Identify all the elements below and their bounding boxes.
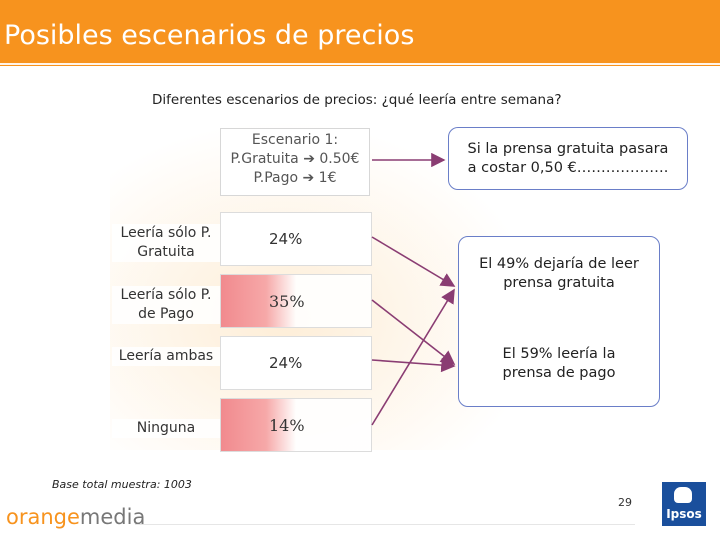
callout-scenario-question: Si la prensa gratuita pasara a costar 0,… (448, 127, 688, 190)
ipsos-logo-icon (674, 487, 692, 503)
value-solo-gratuita: 24% (269, 230, 303, 248)
page-number: 29 (618, 496, 632, 509)
value-cell: 35% (220, 274, 372, 328)
orangemedia-logo: orangemedia (6, 505, 145, 529)
callout-line: prensa gratuita (503, 275, 615, 291)
logo-orange-text: orange (6, 505, 80, 529)
ipsos-logo: Ipsos (662, 482, 706, 526)
arrow-gratuita-to-result (371, 236, 456, 287)
value-cell: 24% (220, 336, 372, 390)
row-label-line: Leería sólo P. (120, 225, 212, 241)
row-label-line: Leería ambas (118, 348, 214, 364)
row-label-ambas: Leería ambas (112, 347, 220, 366)
arrow-ambas-to-result (371, 357, 456, 373)
callout-line: prensa de pago (502, 365, 616, 381)
slide-subtitle: Diferentes escenarios de precios: ¿qué l… (152, 92, 562, 108)
value-cell: 14% (220, 398, 372, 452)
page-title: Posibles escenarios de precios (4, 20, 415, 51)
row-label-line: Ninguna (136, 420, 196, 436)
arrow-ninguna-to-result (371, 288, 455, 426)
scenario-box: Escenario 1: P.Gratuita ➔ 0.50€ P.Pago ➔… (220, 128, 370, 196)
callout-results: El 49% dejaría de leer prensa gratuita E… (458, 236, 660, 407)
row-label-solo-gratuita: Leería sólo P. Gratuita (112, 224, 220, 262)
value-cell: 24% (220, 212, 372, 266)
callout-line: El 49% dejaría de leer (479, 256, 639, 272)
row-label-line: Leería sólo P. (120, 287, 212, 303)
callout-line: El 59% leería la (502, 346, 616, 362)
value-ninguna: 14% (269, 415, 305, 435)
title-bar: Posibles escenarios de precios (0, 0, 720, 66)
row-label-solo-pago: Leería sólo P. de Pago (112, 286, 220, 324)
scenario-line-1: Escenario 1: (251, 132, 339, 148)
footer-divider (135, 524, 635, 525)
scenario-line-2: P.Gratuita ➔ 0.50€ (230, 151, 360, 167)
row-label-line: Gratuita (137, 244, 195, 260)
callout-line: Si la prensa gratuita pasara (467, 141, 669, 157)
logo-media-text: media (79, 505, 146, 529)
ipsos-logo-text: Ipsos (666, 507, 702, 521)
row-label-ninguna: Ninguna (112, 419, 220, 438)
callout-line: a costar 0,50 €………………. (467, 160, 669, 176)
scenario-line-3: P.Pago ➔ 1€ (253, 170, 337, 186)
sample-base-note: Base total muestra: 1003 (52, 478, 192, 491)
value-ambas: 24% (269, 354, 303, 372)
value-solo-pago: 35% (269, 291, 305, 311)
arrow-pago-to-result (371, 299, 456, 365)
row-label-line: de Pago (138, 306, 194, 322)
title-rule (0, 63, 720, 65)
